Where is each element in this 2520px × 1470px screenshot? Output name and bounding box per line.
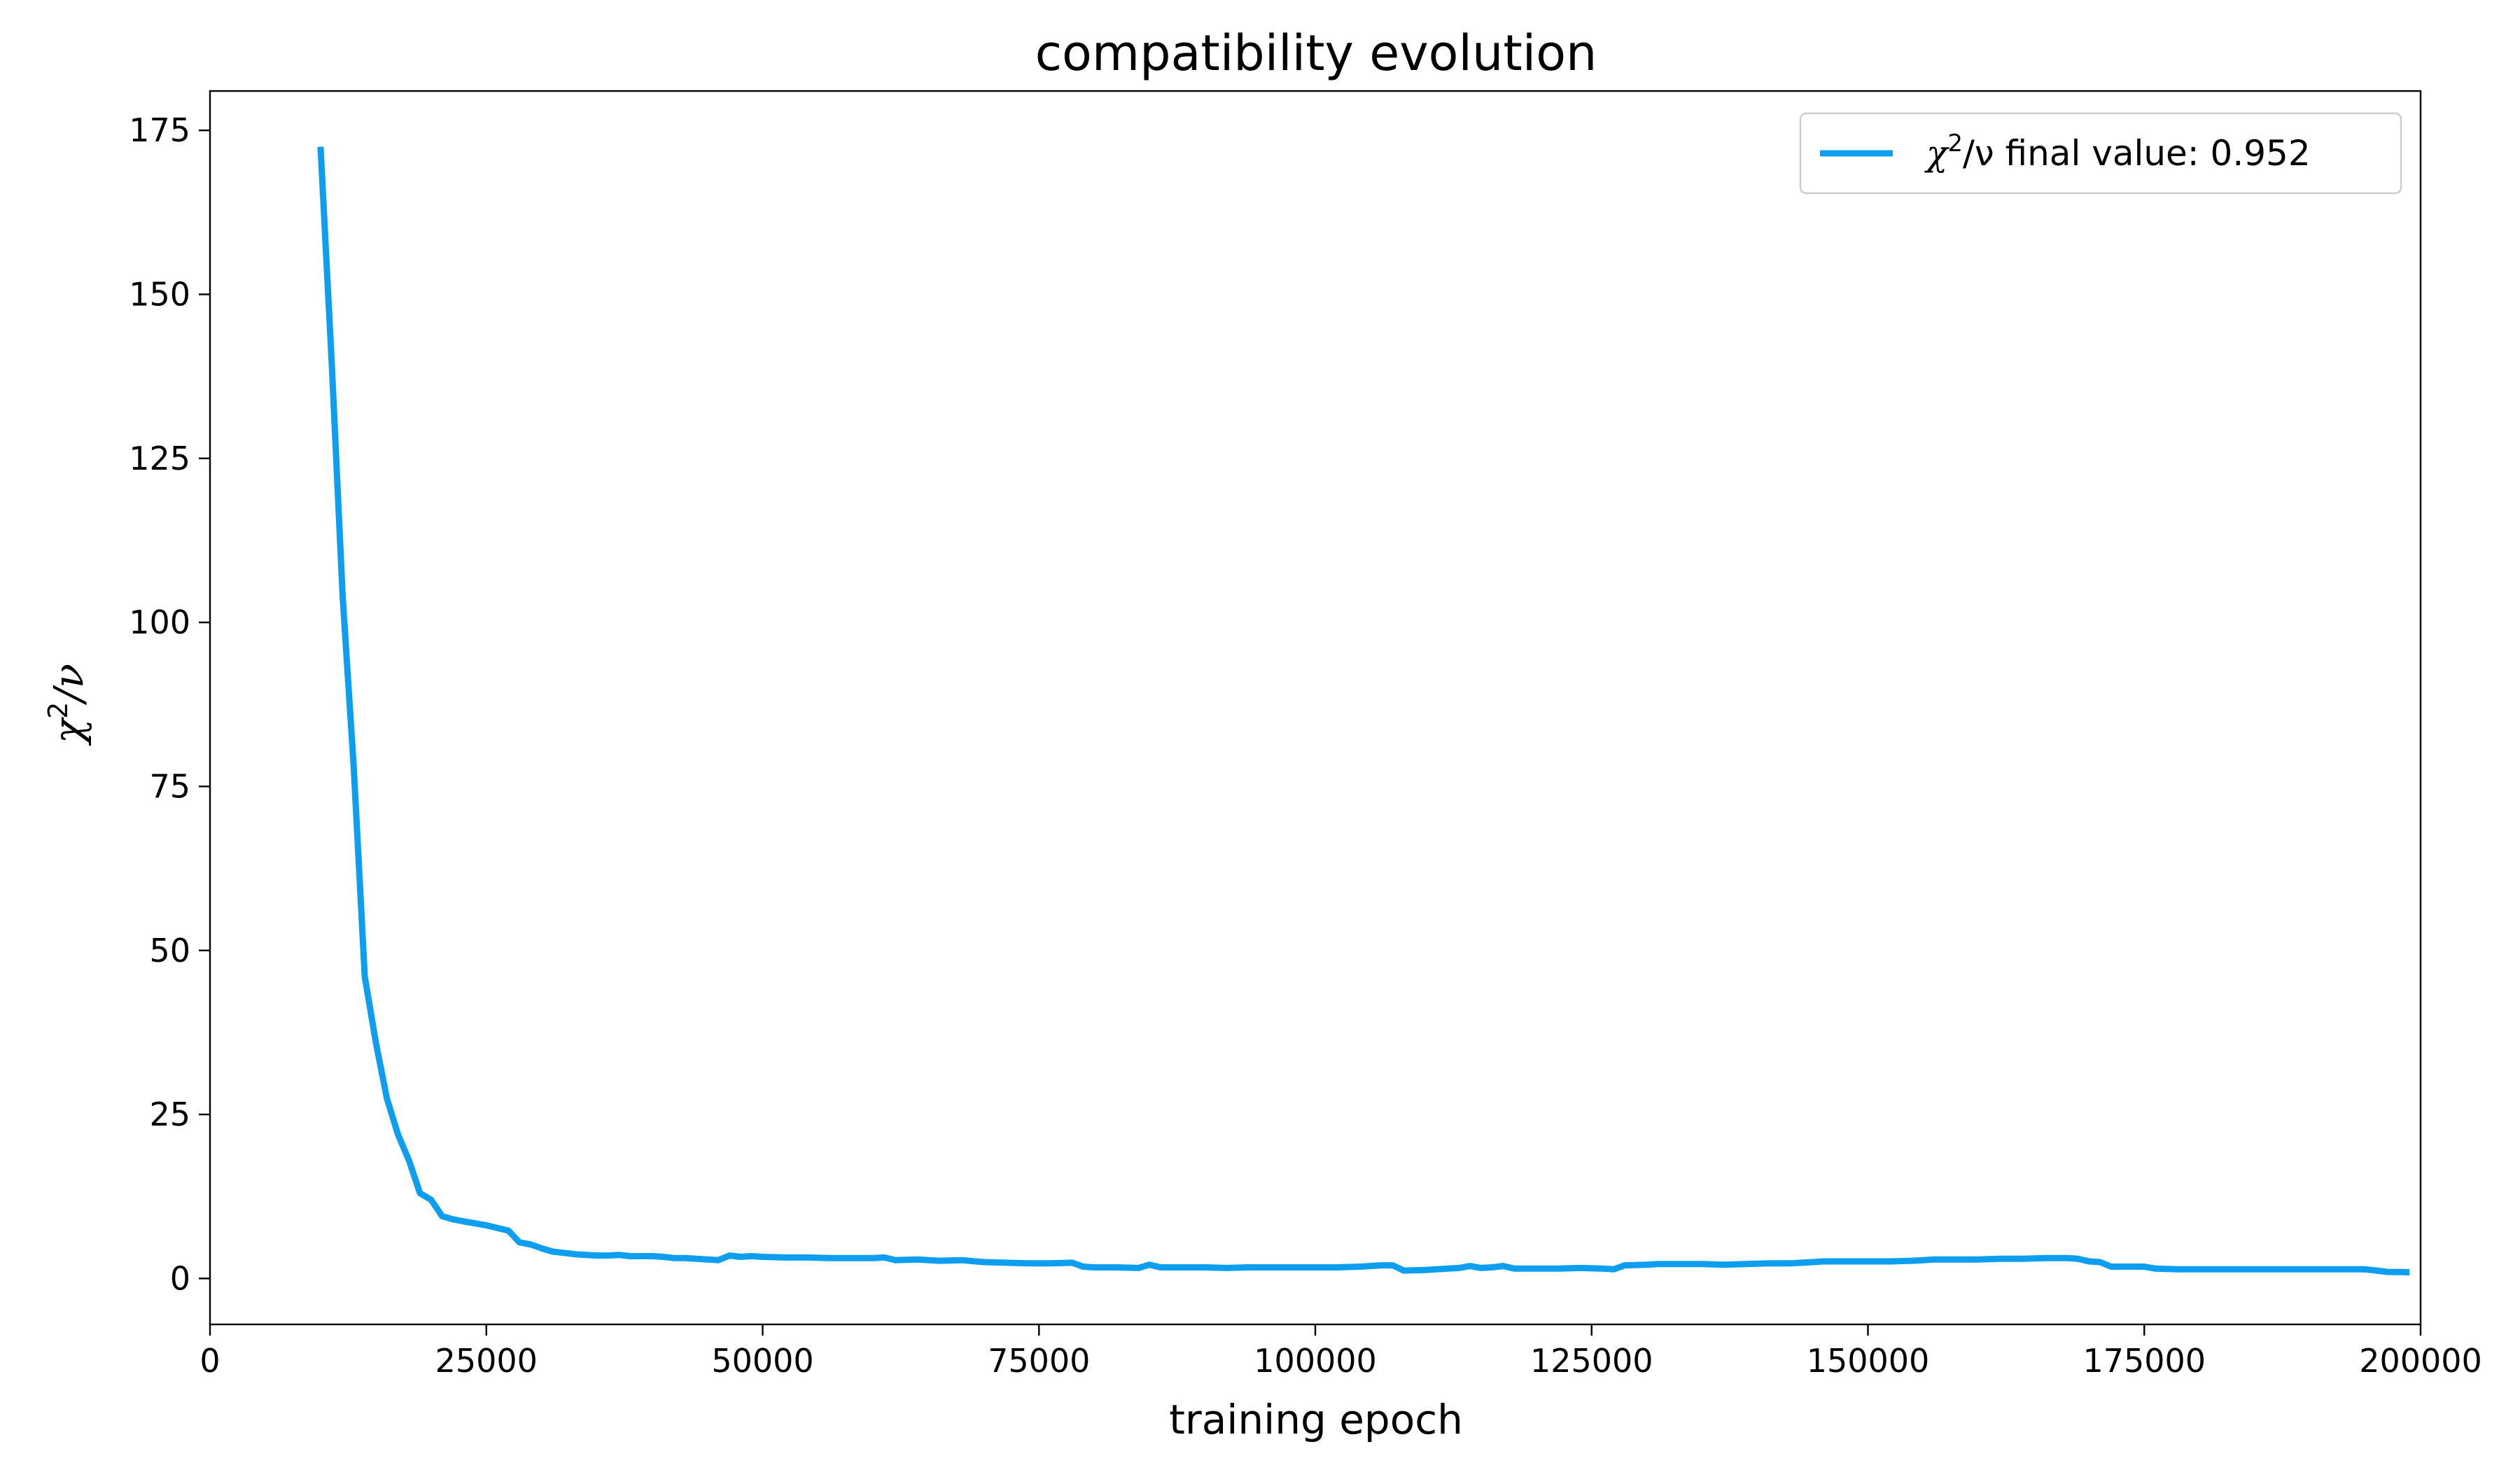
legend-entry-rest: /ν final value: 0.952 xyxy=(1963,133,2311,174)
legend-box xyxy=(1799,112,2402,195)
y-axis-label-sup: 2 xyxy=(43,702,74,719)
x-tick-label: 25000 xyxy=(435,1342,538,1380)
y-tick-label: 50 xyxy=(149,932,190,969)
legend: χ2/ν final value: 0.952 xyxy=(1799,112,2402,195)
plot-area: 0 25000 50000 75000 100000 125000 150000 175000… xyxy=(129,90,2482,1380)
x-tick-label: 125000 xyxy=(1530,1342,1653,1380)
y-tick-label: 0 xyxy=(170,1259,190,1297)
y-axis-label-rest: /ν xyxy=(45,664,92,706)
chart-title: compatibility evolution xyxy=(1035,24,1597,82)
y-axis-label-base: χ xyxy=(45,717,92,746)
x-axis-label: training epoch xyxy=(1169,1396,1463,1443)
x-tick-label: 150000 xyxy=(1807,1342,1930,1380)
y-tick-label: 25 xyxy=(149,1096,190,1133)
x-tick-label: 175000 xyxy=(2082,1342,2206,1380)
x-tick-label: 200000 xyxy=(2359,1342,2482,1380)
legend-entry-label: χ2/ν final value: 0.952 xyxy=(1924,130,2311,174)
x-tick-label: 0 xyxy=(200,1342,220,1380)
y-tick-label: 75 xyxy=(149,767,190,805)
legend-entry-base: χ xyxy=(1924,133,1949,174)
series-line-0 xyxy=(317,146,2410,1275)
legend-entry-sup: 2 xyxy=(1947,130,1963,158)
y-tick-label: 125 xyxy=(129,440,190,477)
x-tick-label: 50000 xyxy=(711,1342,813,1380)
y-tick-label: 150 xyxy=(129,276,190,314)
x-tick-label: 100000 xyxy=(1254,1342,1377,1380)
x-tick-label: 75000 xyxy=(988,1342,1090,1380)
y-tick-label: 175 xyxy=(129,111,190,149)
y-tick-label: 100 xyxy=(129,603,190,641)
y-axis-label: χ2/ν xyxy=(43,664,92,746)
